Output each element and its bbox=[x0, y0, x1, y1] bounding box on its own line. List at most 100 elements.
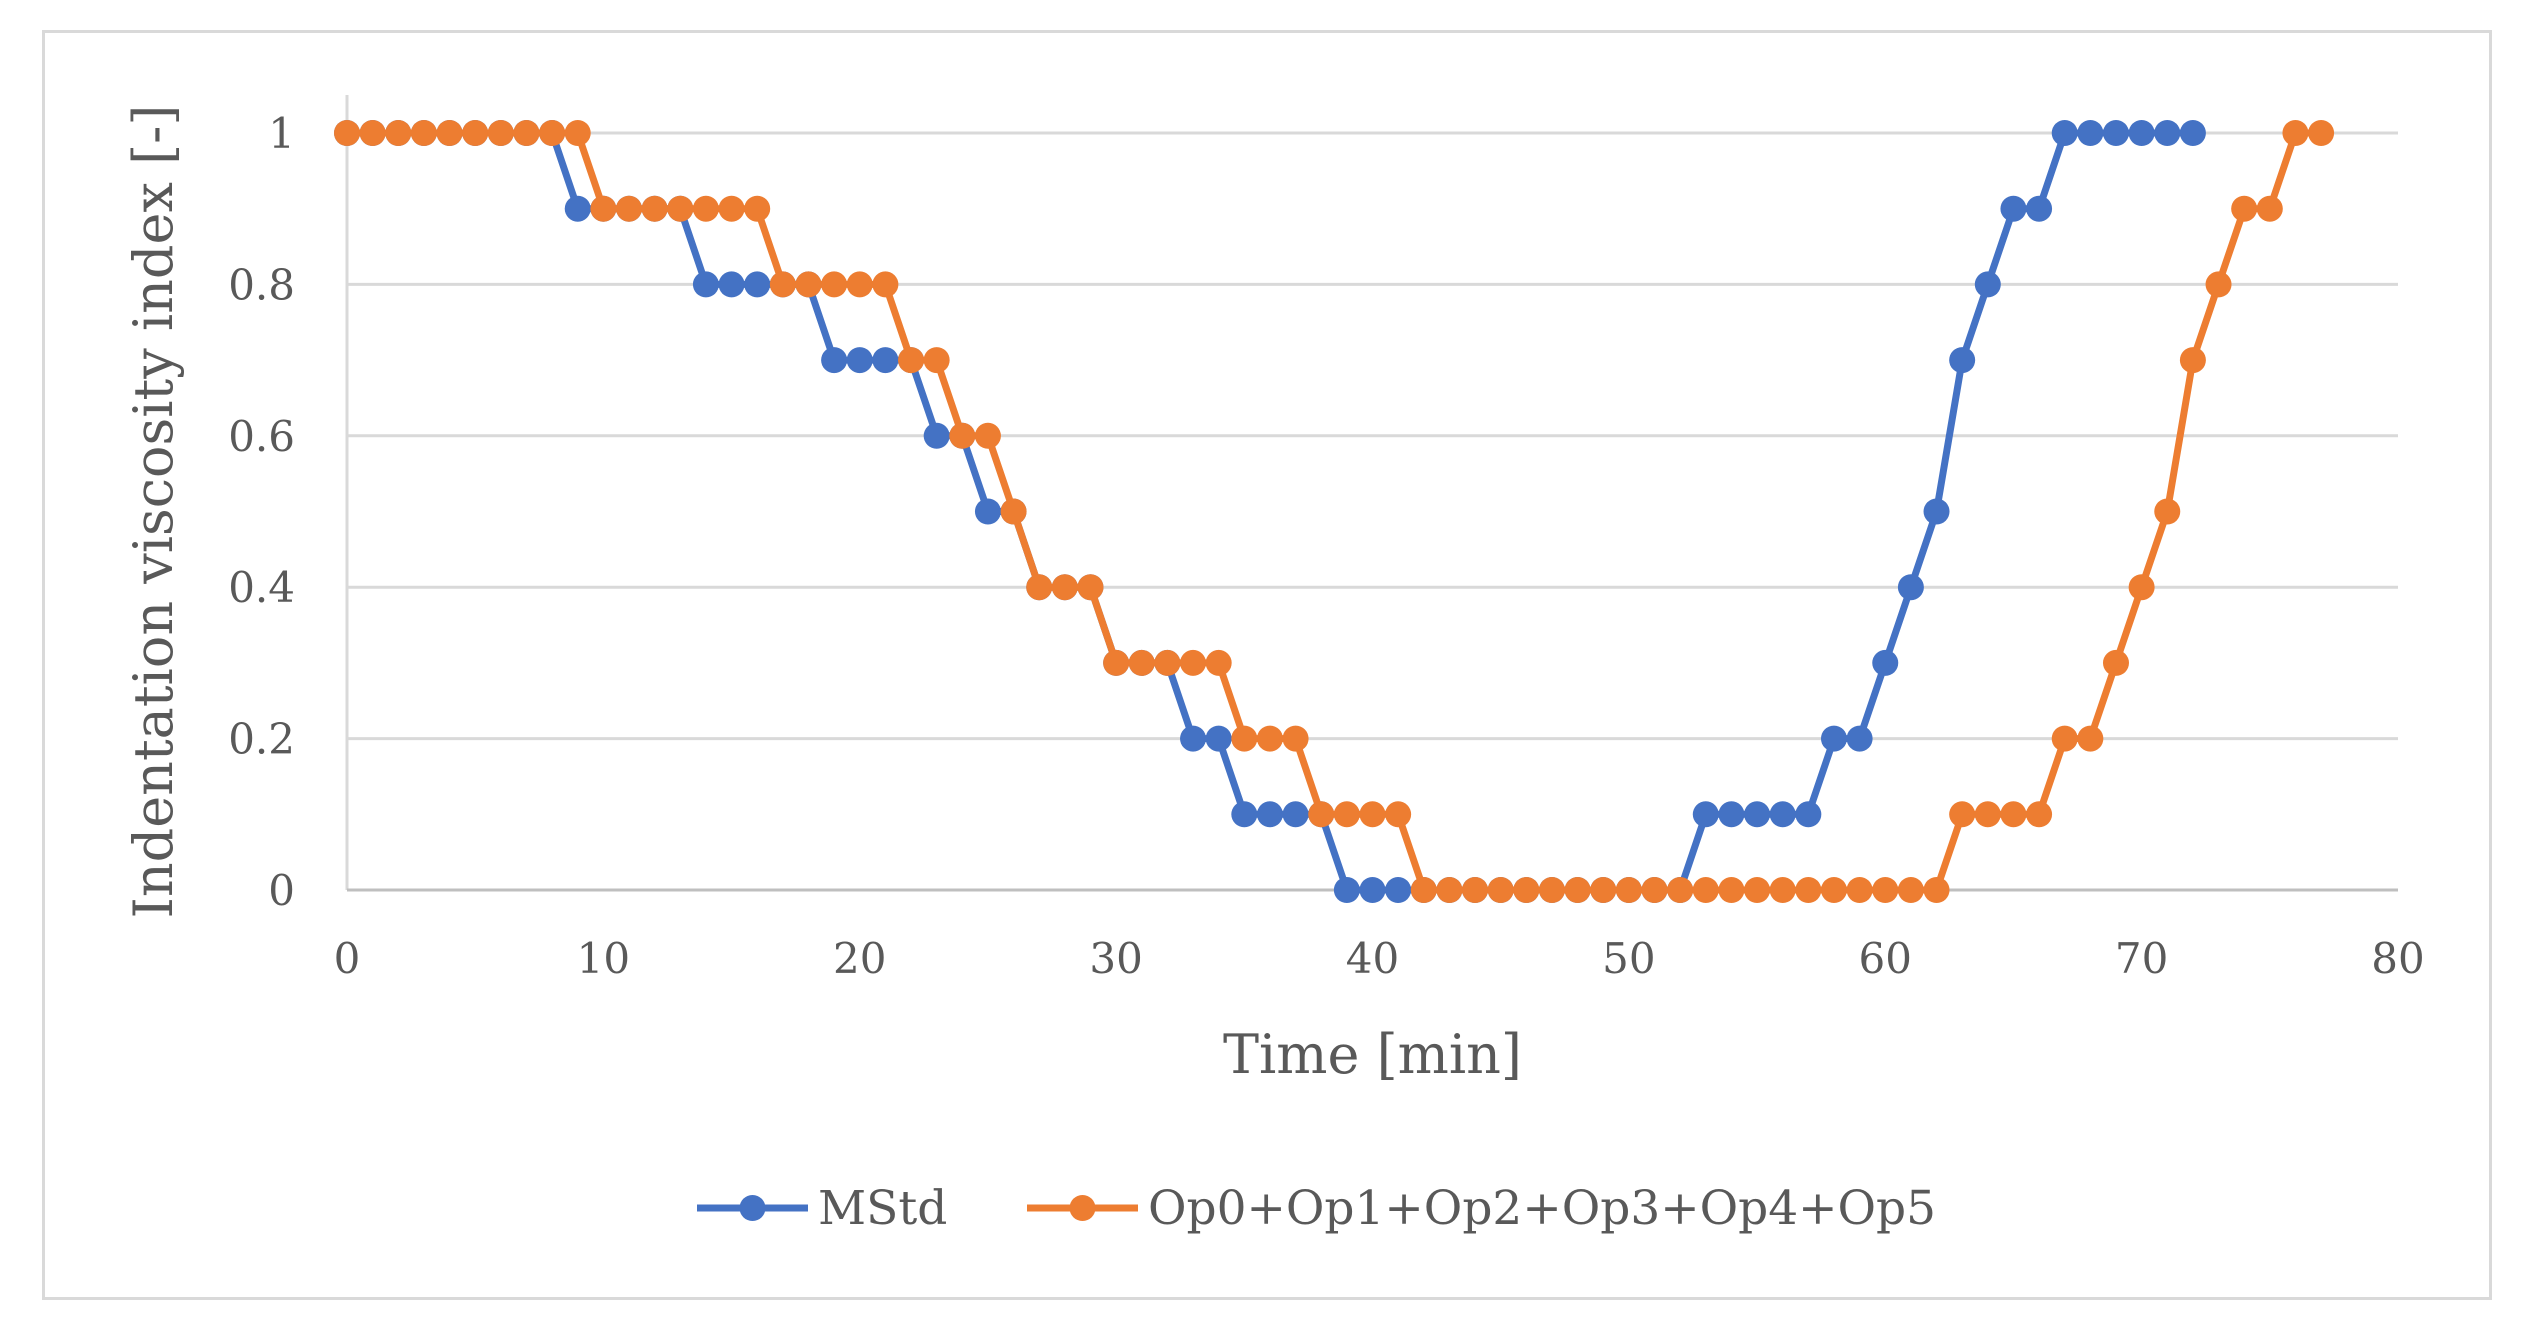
data-point-0-58 bbox=[1820, 725, 1847, 752]
data-point-0-71 bbox=[2154, 120, 2181, 146]
data-point-1-51 bbox=[1641, 877, 1668, 903]
data-point-1-22 bbox=[898, 347, 925, 374]
data-point-0-67 bbox=[2051, 120, 2078, 146]
data-point-1-4 bbox=[436, 120, 463, 146]
data-point-1-39 bbox=[1333, 801, 1360, 828]
y-tick-label-5: 1 bbox=[268, 109, 295, 158]
data-point-1-66 bbox=[2026, 801, 2053, 828]
legend-marker-0 bbox=[739, 1195, 766, 1221]
data-point-0-62 bbox=[1923, 498, 1950, 525]
data-point-1-52 bbox=[1667, 877, 1694, 903]
data-point-1-73 bbox=[2205, 271, 2232, 298]
data-point-0-70 bbox=[2128, 120, 2155, 146]
data-point-0-33 bbox=[1180, 725, 1207, 752]
y-tick-label-0: 0 bbox=[268, 866, 295, 915]
data-point-0-64 bbox=[1974, 271, 2001, 298]
data-point-0-21 bbox=[872, 347, 899, 374]
data-point-0-20 bbox=[846, 347, 873, 374]
data-point-1-42 bbox=[1410, 877, 1437, 903]
data-point-0-19 bbox=[821, 347, 848, 374]
data-point-0-16 bbox=[744, 271, 771, 298]
legend-label-0: MStd bbox=[818, 1181, 947, 1236]
data-point-1-47 bbox=[1538, 877, 1565, 903]
data-point-1-32 bbox=[1154, 649, 1181, 676]
data-point-1-53 bbox=[1692, 877, 1719, 903]
data-point-1-20 bbox=[846, 271, 873, 298]
data-point-1-16 bbox=[744, 195, 771, 222]
data-point-1-37 bbox=[1282, 725, 1309, 752]
x-tick-label-5: 50 bbox=[1602, 934, 1655, 983]
y-tick-label-1: 0.2 bbox=[228, 715, 295, 764]
data-point-1-0 bbox=[334, 120, 360, 146]
x-tick-label-4: 40 bbox=[1346, 934, 1399, 983]
data-point-1-49 bbox=[1590, 877, 1617, 903]
data-point-1-24 bbox=[949, 422, 976, 449]
data-point-0-34 bbox=[1205, 725, 1232, 752]
x-tick-labels: 0 10 20 30 40 50 60 70 80 bbox=[334, 934, 2425, 983]
data-point-1-61 bbox=[1897, 877, 1924, 903]
data-point-1-68 bbox=[2077, 725, 2104, 752]
data-point-1-27 bbox=[1026, 574, 1053, 601]
data-point-1-64 bbox=[1974, 801, 2001, 828]
data-point-1-7 bbox=[513, 120, 540, 146]
data-point-0-63 bbox=[1949, 347, 1976, 374]
data-point-0-61 bbox=[1897, 574, 1924, 601]
data-point-0-9 bbox=[564, 195, 591, 222]
data-point-0-69 bbox=[2102, 120, 2129, 146]
legend-marker-1 bbox=[1069, 1195, 1096, 1221]
data-point-0-40 bbox=[1359, 877, 1386, 903]
data-point-1-33 bbox=[1180, 649, 1207, 676]
data-point-1-76 bbox=[2282, 120, 2309, 146]
data-point-1-45 bbox=[1487, 877, 1514, 903]
data-point-1-59 bbox=[1846, 877, 1873, 903]
data-point-1-26 bbox=[1000, 498, 1027, 525]
series-0 bbox=[334, 120, 2206, 903]
chart-frame bbox=[42, 30, 2492, 1300]
data-point-0-68 bbox=[2077, 120, 2104, 146]
data-point-0-37 bbox=[1282, 801, 1309, 828]
legend-entry-0: MStd bbox=[697, 1181, 947, 1236]
data-point-1-74 bbox=[2231, 195, 2258, 222]
data-point-0-56 bbox=[1769, 801, 1796, 828]
data-point-1-14 bbox=[692, 195, 719, 222]
data-point-0-65 bbox=[2000, 195, 2027, 222]
data-point-1-11 bbox=[616, 195, 643, 222]
data-point-1-21 bbox=[872, 271, 899, 298]
data-point-0-54 bbox=[1718, 801, 1745, 828]
legend-entry-1: Op0+Op1+Op2+Op3+Op4+Op5 bbox=[1027, 1181, 1936, 1236]
data-point-1-50 bbox=[1615, 877, 1642, 903]
series-group bbox=[334, 120, 2335, 903]
data-point-0-53 bbox=[1692, 801, 1719, 828]
data-point-1-9 bbox=[564, 120, 591, 146]
data-point-1-55 bbox=[1744, 877, 1771, 903]
data-point-1-56 bbox=[1769, 877, 1796, 903]
data-point-1-25 bbox=[974, 422, 1001, 449]
data-point-1-3 bbox=[410, 120, 437, 146]
data-point-0-36 bbox=[1256, 801, 1283, 828]
data-point-1-60 bbox=[1872, 877, 1899, 903]
data-point-1-10 bbox=[590, 195, 617, 222]
data-point-1-63 bbox=[1949, 801, 1976, 828]
x-axis-title: Time [min] bbox=[1223, 1023, 1522, 1086]
y-tick-label-3: 0.6 bbox=[228, 412, 295, 461]
data-point-1-43 bbox=[1436, 877, 1463, 903]
data-point-1-13 bbox=[667, 195, 694, 222]
data-point-1-77 bbox=[2308, 120, 2335, 146]
legend-label-1: Op0+Op1+Op2+Op3+Op4+Op5 bbox=[1148, 1181, 1936, 1236]
data-point-0-59 bbox=[1846, 725, 1873, 752]
data-point-1-2 bbox=[385, 120, 412, 146]
data-point-0-66 bbox=[2026, 195, 2053, 222]
gridlines bbox=[347, 131, 2398, 741]
data-point-0-35 bbox=[1231, 801, 1258, 828]
data-point-0-39 bbox=[1333, 877, 1360, 903]
data-point-0-41 bbox=[1385, 877, 1412, 903]
data-point-1-1 bbox=[359, 120, 386, 146]
x-tick-label-1: 10 bbox=[577, 934, 630, 983]
y-axis-title: Indentation viscosity index [-] bbox=[122, 105, 185, 919]
data-point-0-55 bbox=[1744, 801, 1771, 828]
data-point-1-5 bbox=[462, 120, 489, 146]
data-point-1-48 bbox=[1564, 877, 1591, 903]
data-point-1-44 bbox=[1462, 877, 1489, 903]
data-point-1-28 bbox=[1051, 574, 1078, 601]
data-point-1-29 bbox=[1077, 574, 1104, 601]
